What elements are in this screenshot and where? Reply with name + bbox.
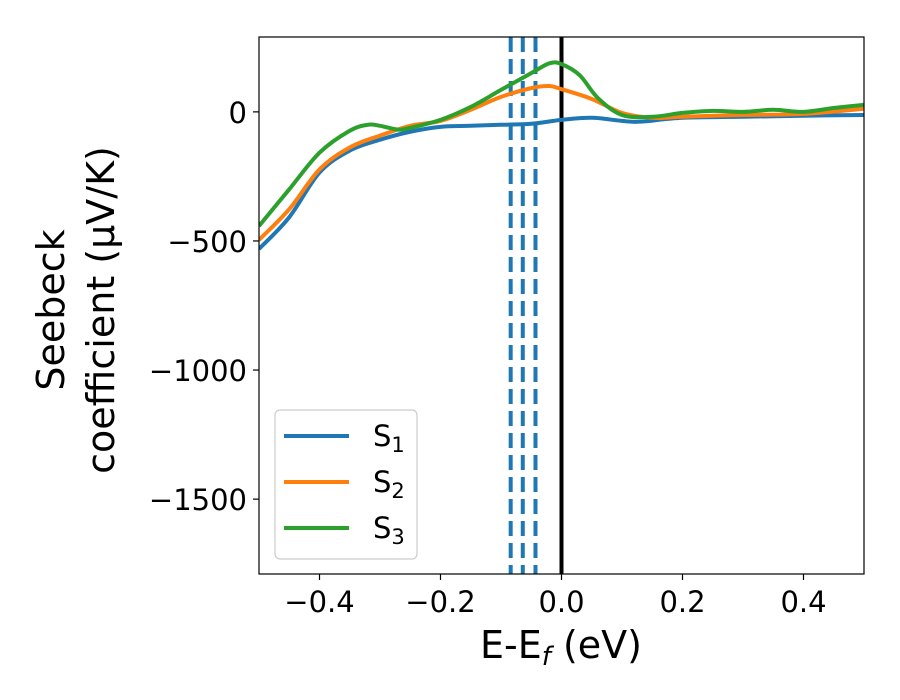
x-axis-title: E-Ef (eV): [480, 623, 642, 672]
y-axis-title-line1: Seebeck: [29, 229, 73, 390]
legend-label-s1: S1: [373, 419, 405, 457]
legend-label-s2: S2: [373, 465, 405, 503]
x-tick-label: 0.0: [538, 585, 584, 619]
legend-box: [274, 409, 418, 560]
y-tick-label: −1500: [149, 483, 247, 517]
y-axis-ticks: 0 −500 −1000 −1500: [149, 96, 259, 517]
x-tick-label: −0.2: [405, 585, 475, 619]
legend: S1 S2 S3: [274, 409, 418, 560]
y-tick-label: −500: [167, 225, 247, 259]
series-lines: [259, 60, 864, 251]
y-tick-label: 0: [229, 96, 247, 130]
legend-label-s3: S3: [373, 511, 405, 549]
x-tick-label: 0.4: [780, 585, 826, 619]
y-axis-title-line2: coefficient (μV/K): [79, 146, 123, 474]
x-axis-ticks: −0.4 −0.2 0.0 0.2 0.4: [284, 574, 827, 619]
y-axis-title: Seebeck coefficient (μV/K): [29, 146, 123, 474]
y-tick-label: −1000: [149, 354, 247, 388]
series-line-s3: [259, 60, 864, 228]
x-tick-label: 0.2: [659, 585, 705, 619]
x-axis-title-unit: (eV): [551, 623, 642, 667]
x-tick-label: −0.4: [284, 585, 354, 619]
x-axis-title-main: E-E: [480, 623, 542, 667]
series-line-s2: [259, 84, 864, 242]
